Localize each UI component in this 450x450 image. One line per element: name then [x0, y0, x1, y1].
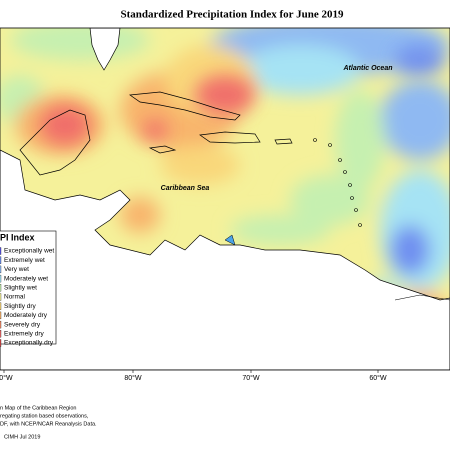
- legend-swatch: [0, 293, 2, 301]
- legend-label: Exceptionally wet: [4, 248, 54, 255]
- map-frame: [0, 27, 450, 371]
- legend-swatch: [0, 311, 2, 320]
- legend-label: Moderately wet: [4, 275, 48, 282]
- footnote-line: DF, with NCEP/NCAR Reanalysis Data.: [0, 421, 97, 427]
- spi-field: [0, 28, 450, 370]
- legend-swatch: [0, 274, 2, 283]
- credit: CIMH Jul 2019: [4, 434, 40, 440]
- legend-label: Normal: [4, 294, 26, 301]
- legend-label: Moderately dry: [4, 312, 48, 319]
- legend-swatch: [0, 302, 2, 310]
- legend-swatch: [0, 330, 2, 338]
- longitude-label: 70°W: [242, 374, 260, 382]
- ocean-label: Atlantic Ocean: [342, 65, 392, 72]
- legend: SPI Index Exceptionally wet Extremely wet…: [0, 230, 57, 347]
- legend-swatch: [0, 265, 2, 274]
- legend-label: Slightly wet: [4, 285, 37, 292]
- legend-label: Exceptionally dry: [4, 340, 54, 347]
- longitude-labels: 90°W 80°W 70°W 60°W: [0, 370, 387, 382]
- legend-swatch: [0, 320, 2, 329]
- footnote: n Map of the Caribbean Region regating st…: [0, 405, 97, 427]
- legend-swatch: [0, 256, 2, 264]
- legend-label: Severely dry: [4, 321, 41, 328]
- footnote-line: regating station based observations,: [0, 413, 89, 419]
- ocean-label: Caribbean Sea: [161, 185, 210, 192]
- longitude-label: 80°W: [124, 374, 142, 382]
- legend-label: Very wet: [4, 266, 29, 273]
- longitude-label: 60°W: [369, 374, 387, 382]
- footnote-line: n Map of the Caribbean Region: [0, 405, 76, 411]
- legend-swatch: [0, 339, 2, 347]
- longitude-label: 90°W: [0, 374, 13, 382]
- legend-label: Slightly dry: [4, 303, 37, 310]
- legend-swatch: [0, 284, 2, 292]
- legend-swatch: [0, 247, 2, 255]
- legend-label: Extremely wet: [4, 257, 45, 264]
- legend-label: Extremely dry: [4, 331, 44, 338]
- map-title: Standardized Precipitation Index for Jun…: [121, 9, 344, 21]
- legend-title: SPI Index: [0, 232, 35, 242]
